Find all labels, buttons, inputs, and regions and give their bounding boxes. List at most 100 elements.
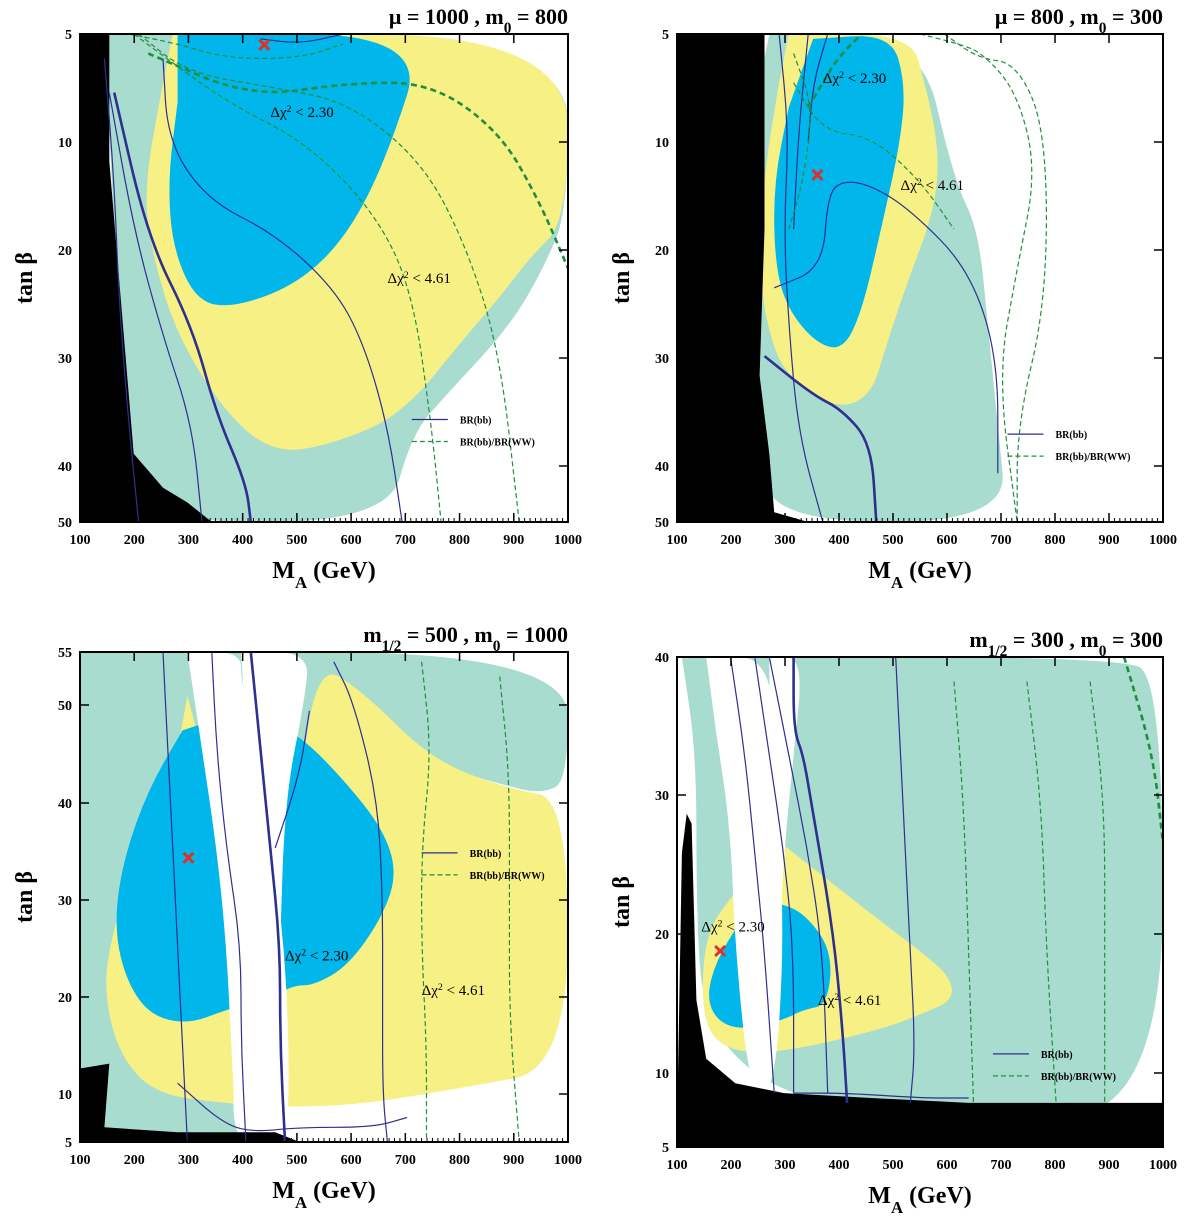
x-tick-label: 900 (503, 1153, 524, 1168)
chi2-annotation: Δχ2 < 2.30 (701, 918, 764, 936)
ratio-contour (1026, 681, 1057, 1103)
excluded-band (754, 657, 800, 1094)
chart-title: μ = 1000 , m0 = 800 (389, 4, 568, 37)
y-tick-label: 10 (58, 1088, 72, 1103)
y-axis-label: tan β (12, 252, 38, 304)
y-tick-label: 5 (65, 1136, 72, 1151)
x-tick-label: 800 (1045, 533, 1066, 548)
br-bb-contour-thick (792, 657, 849, 1103)
x-axis-label: MA (GeV) (868, 558, 971, 592)
best-fit-stroke (714, 944, 727, 958)
x-tick-label: 700 (395, 533, 416, 548)
legend: BR(bb) BR(bb)/BR(WW) (421, 849, 545, 882)
excluded-region (677, 813, 1163, 1147)
x-tick-label: 400 (232, 1153, 253, 1168)
chi2-annotation: Δχ2 < 4.61 (901, 177, 964, 195)
best-fit-marker (714, 944, 727, 958)
x-tick-label: 300 (178, 533, 199, 548)
y-axis-label: tan β (609, 876, 635, 928)
legend: BR(bb) BR(bb)/BR(WW) (1007, 430, 1130, 463)
y-tick-label: 30 (58, 352, 72, 367)
legend-label: BR(bb) (470, 849, 502, 860)
x-tick-label: 1000 (1149, 533, 1177, 548)
best-fit-marker (258, 38, 271, 51)
y-axis-label: tan β (609, 252, 635, 304)
x-tick-label: 200 (721, 1158, 742, 1173)
ratio-contour-thick (147, 52, 568, 269)
br-bb-contour (162, 58, 403, 522)
br-bb-contour (162, 652, 188, 1142)
x-tick-label: 600 (341, 533, 362, 548)
x-tick-label: 400 (232, 533, 253, 548)
br-bb-contour-thick (249, 652, 287, 1142)
panel-3: Δχ2 < 2.30 Δχ2 < 4.61 BR(bb) BR(bb)/BR(WW) 1… (12, 622, 582, 1212)
br-bb-contour (793, 34, 809, 230)
x-tick-label: 100 (70, 533, 91, 548)
x-tick-label: 200 (721, 533, 742, 548)
ratio-contour-thick (807, 34, 863, 108)
legend-label: BR(bb)/BR(WW) (470, 871, 545, 882)
x-tick-label: 600 (341, 1153, 362, 1168)
x-tick-label: 400 (829, 1158, 850, 1173)
y-tick-label: 20 (655, 928, 669, 943)
x-tick-label: 500 (286, 533, 307, 548)
br-bb-contour-thick (112, 92, 253, 522)
ratio-contour (919, 34, 1033, 522)
ratio-contour (788, 53, 811, 230)
panel-1: Δχ2 < 2.30 Δχ2 < 4.61 BR(bb) BR(bb)/BR(WW) 1… (12, 4, 582, 592)
legend-label: BR(bb)/BR(WW) (1055, 452, 1130, 463)
y-tick-label: 10 (655, 1067, 669, 1082)
y-tick-label: 30 (655, 352, 669, 367)
br-bb-contour (103, 58, 140, 522)
legend-label: BR(bb) (1055, 430, 1087, 441)
x-tick-label: 200 (124, 533, 145, 548)
ratio-contour (953, 681, 975, 1103)
x-tick-label: 700 (395, 1153, 416, 1168)
x-tick-label: 800 (449, 1153, 470, 1168)
y-tick-label: 5 (662, 28, 669, 43)
panel-2: Δχ2 < 2.30 Δχ2 < 4.61 BR(bb) BR(bb)/BR(WW) 1… (609, 4, 1177, 592)
x-tick-label: 700 (991, 1158, 1012, 1173)
excluded-band (233, 652, 308, 1142)
y-tick-label: 5 (662, 1141, 669, 1156)
legend-label: BR(bb)/BR(WW) (460, 438, 535, 449)
y-tick-label: 5 (65, 28, 72, 43)
chi2-annotation: Δχ2 < 2.30 (285, 947, 348, 965)
x-tick-label: 100 (667, 533, 688, 548)
x-tick-label: 300 (178, 1153, 199, 1168)
plot-area (80, 34, 568, 522)
panel-4: Δχ2 < 2.30 Δχ2 < 4.61 BR(bb) BR(bb)/BR(WW) 1… (609, 627, 1177, 1217)
chi2-annotation: Δχ2 < 4.61 (387, 269, 450, 287)
chi2-annotation: Δχ2 < 2.30 (270, 103, 333, 121)
br-bb-contour (333, 661, 388, 1142)
y-tick-label: 50 (655, 516, 669, 531)
chart-title: m1/2 = 500 , m0 = 1000 (363, 622, 568, 655)
br-bb-contour-thick (763, 355, 878, 522)
br-bb-contour (778, 34, 824, 522)
y-tick-label: 55 (58, 646, 72, 661)
ratio-contour (128, 34, 344, 60)
x-tick-label: 1000 (554, 1153, 582, 1168)
y-tick-label: 40 (58, 797, 72, 812)
ratio-contour (138, 34, 520, 522)
best-fit-marker (182, 851, 195, 864)
br-bb-contour (211, 652, 247, 1142)
br-bb-contour (274, 710, 310, 849)
y-tick-label: 30 (655, 789, 669, 804)
excluded-region (80, 1063, 300, 1142)
chi2-230-region (169, 34, 410, 306)
x-tick-label: 300 (775, 1158, 796, 1173)
legend-label: BR(bb)/BR(WW) (1041, 1072, 1116, 1083)
x-tick-label: 100 (667, 1158, 688, 1173)
ratio-contour (420, 661, 430, 1142)
x-tick-label: 500 (883, 1158, 904, 1173)
x-tick-label: 600 (937, 1158, 958, 1173)
chi2-annotation: Δχ2 < 4.61 (818, 991, 881, 1009)
best-fit-stroke (258, 38, 271, 51)
x-tick-label: 300 (775, 533, 796, 548)
x-tick-label: 800 (449, 533, 470, 548)
x-tick-label: 100 (70, 1153, 91, 1168)
ratio-contour (499, 676, 520, 1142)
chi2-230-region (774, 36, 904, 348)
x-tick-label: 900 (503, 533, 524, 548)
